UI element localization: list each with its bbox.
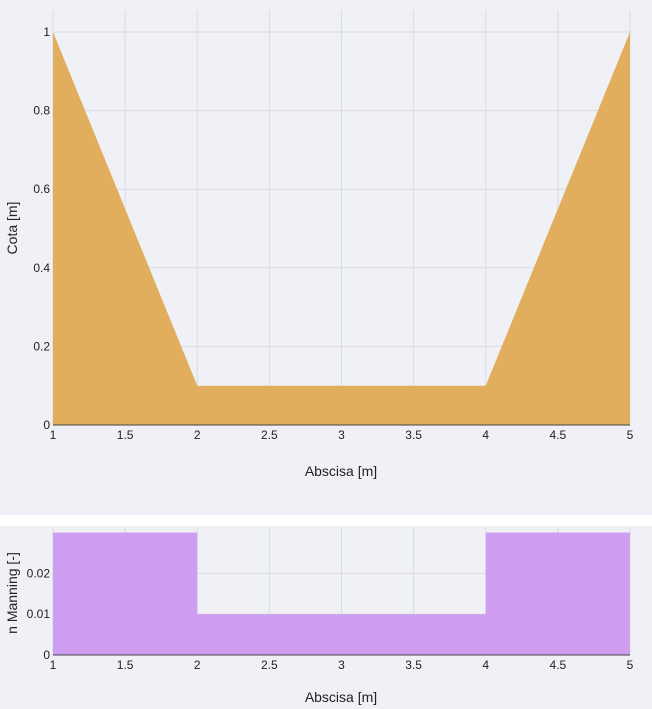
- manning-chart: 1 1.5 2 2.5 3 3.5 4 4.5 5 00.010.02 Abscisa [m] …: [4, 528, 634, 705]
- x-tick-label: 1: [50, 428, 57, 442]
- x-tick-label: 2: [194, 428, 201, 442]
- y-tick-label: 0.4: [33, 261, 50, 275]
- x-tick-label: 4.5: [550, 658, 567, 672]
- x-tick-label: 5: [627, 428, 634, 442]
- y-tick-label: 0.01: [27, 607, 51, 621]
- x-tick-label: 4.5: [550, 428, 567, 442]
- x-tick-label: 1.5: [117, 658, 134, 672]
- cota-area: [53, 32, 630, 425]
- manning-x-axis-title: Abscisa [m]: [305, 689, 377, 705]
- x-tick-label: 3: [338, 658, 345, 672]
- cota-chart: 1 1.5 2 2.5 3 3.5 4 4.5 5 0 0.2 0.4 0.6 0.8 1 Abscisa…: [4, 10, 634, 479]
- cota-x-axis-title: Abscisa [m]: [305, 463, 377, 479]
- y-tick-label: 0: [43, 418, 50, 432]
- x-tick-label: 3.5: [405, 428, 422, 442]
- cota-x-ticks: 1 1.5 2 2.5 3 3.5 4 4.5 5: [50, 428, 634, 442]
- x-tick-label: 1: [50, 658, 57, 672]
- cota-y-axis-title: Cota [m]: [4, 202, 20, 255]
- manning-chart-panel: 1 1.5 2 2.5 3 3.5 4 4.5 5 0 0.01 0.02 Abscisa [m] …: [0, 526, 652, 709]
- x-tick-label: 2: [194, 658, 201, 672]
- x-tick-label: 2.5: [261, 658, 278, 672]
- y-tick-label: 0.8: [33, 104, 50, 118]
- y-tick-label: 0.2: [33, 339, 50, 353]
- x-tick-label: 4: [482, 428, 489, 442]
- cota-y-ticks: 0 0.2 0.4 0.6 0.8 1: [33, 25, 50, 432]
- x-tick-label: 1.5: [117, 428, 134, 442]
- y-tick-label: 1: [43, 25, 50, 39]
- x-tick-label: 3: [338, 428, 345, 442]
- x-tick-label: 3.5: [405, 658, 422, 672]
- cota-chart-panel: 1 1.5 2 2.5 3 3.5 4 4.5 5 0 0.2 0.4 0.6 0.8 1 Abscisa…: [0, 0, 652, 515]
- manning-area: [53, 532, 630, 655]
- x-tick-label: 4: [482, 658, 489, 672]
- x-tick-label: 5: [627, 658, 634, 672]
- y-tick-label: 0.6: [33, 182, 50, 196]
- x-tick-label: 2.5: [261, 428, 278, 442]
- manning-y-ticks: 0 0.01 0.02: [27, 566, 51, 662]
- y-tick-label: 0.02: [27, 566, 51, 580]
- manning-y-axis-title: n Manning [-]: [4, 552, 20, 634]
- y-tick-label: 0: [43, 648, 50, 662]
- manning-x-ticks: 1 1.5 2 2.5 3 3.5 4 4.5 5: [50, 658, 634, 672]
